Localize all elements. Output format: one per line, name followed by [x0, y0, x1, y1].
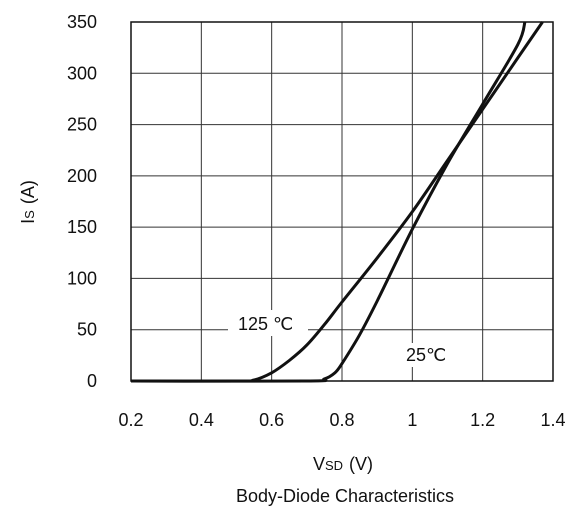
chart-caption: Body-Diode Characteristics: [236, 486, 454, 506]
series-label-125c: 125 ℃: [238, 314, 293, 334]
series-line-25c: [130, 21, 527, 383]
plot-frame: [130, 21, 554, 382]
x-tick-labels: 0.2 0.4 0.6 0.8 1 1.2 1.4: [118, 410, 565, 430]
x-tick-label: 0.2: [118, 410, 143, 430]
x-tick-label: 1.4: [540, 410, 565, 430]
y-axis-title-sub: S: [22, 210, 37, 219]
series-label-25c: 25℃: [406, 345, 446, 365]
x-axis-title-unit: (V): [349, 454, 373, 474]
label-bg-125: [228, 310, 308, 336]
y-tick-label: 250: [67, 115, 97, 135]
y-tick-label: 350: [67, 12, 97, 32]
grid-lines: [131, 22, 553, 381]
y-tick-label: 100: [67, 268, 97, 288]
x-tick-label: 0.4: [189, 410, 214, 430]
y-axis-title-main: I: [18, 219, 38, 224]
series-layer: [130, 21, 544, 383]
x-tick-label: 1: [407, 410, 417, 430]
y-tick-label: 50: [77, 320, 97, 340]
x-tick-label: 0.6: [259, 410, 284, 430]
label-bg-25: [400, 343, 450, 367]
y-tick-label: 150: [67, 217, 97, 237]
y-tick-label: 0: [87, 371, 97, 391]
y-axis-title: IS (A): [18, 180, 38, 224]
x-axis-title-main: V: [313, 454, 325, 474]
x-tick-label: 1.2: [470, 410, 495, 430]
y-tick-label: 300: [67, 63, 97, 83]
x-tick-label: 0.8: [329, 410, 354, 430]
series-line-125c: [130, 21, 544, 383]
x-axis-title-sub: SD: [325, 458, 343, 473]
x-axis-title: VSD (V): [313, 454, 373, 474]
y-tick-labels: 0 50 100 150 200 250 300 350: [67, 12, 97, 391]
y-tick-label: 200: [67, 166, 97, 186]
y-axis-title-unit: (A): [18, 180, 38, 204]
